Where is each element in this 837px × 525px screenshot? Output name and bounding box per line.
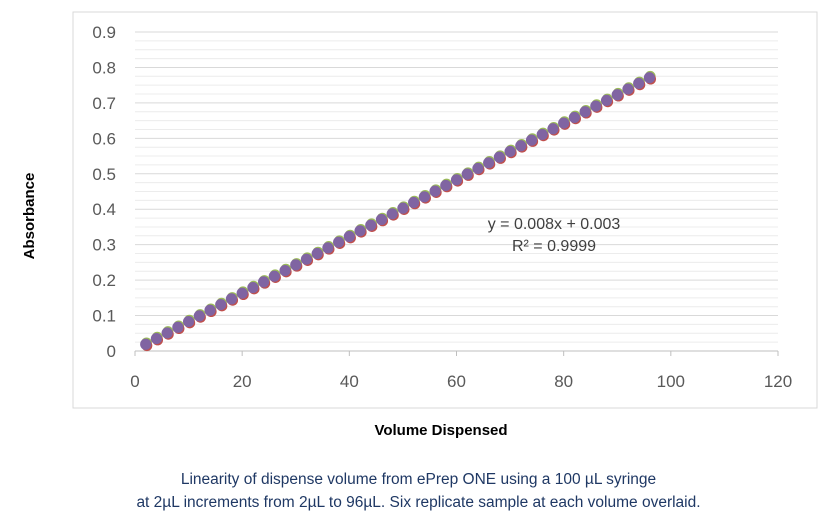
r-squared-annotation: R² = 0.9999 bbox=[512, 238, 596, 255]
data-point bbox=[365, 219, 377, 231]
caption-line-1: Linearity of dispense volume from ePrep … bbox=[180, 471, 657, 488]
x-tick-label: 60 bbox=[447, 372, 466, 391]
chart-area-border bbox=[72, 11, 818, 409]
y-tick-label: 0.2 bbox=[92, 271, 116, 290]
x-tick-label: 0 bbox=[130, 372, 139, 391]
data-point bbox=[600, 94, 613, 107]
data-point bbox=[193, 310, 205, 322]
data-point bbox=[397, 202, 409, 214]
x-tick-label: 100 bbox=[657, 372, 685, 391]
data-point bbox=[343, 230, 355, 243]
data-point bbox=[140, 338, 152, 350]
axes bbox=[134, 350, 779, 356]
x-tick-label: 120 bbox=[764, 372, 792, 391]
data-point bbox=[547, 123, 559, 135]
data-point bbox=[429, 185, 441, 197]
x-tick-label: 20 bbox=[233, 372, 252, 391]
data-point bbox=[558, 117, 570, 129]
data-point bbox=[354, 225, 366, 237]
y-tick-label: 0.8 bbox=[92, 58, 116, 77]
data-point bbox=[225, 293, 238, 305]
data-points bbox=[140, 70, 656, 352]
data-point bbox=[322, 242, 334, 254]
data-point bbox=[568, 111, 580, 124]
caption-line-2: at 2µL increments from 2µL to 96µL. Six … bbox=[136, 494, 701, 511]
data-point bbox=[311, 247, 323, 260]
data-point bbox=[504, 145, 516, 158]
data-point bbox=[579, 106, 591, 118]
data-point bbox=[408, 196, 420, 209]
data-point bbox=[590, 100, 602, 112]
data-point bbox=[204, 304, 216, 316]
data-point bbox=[461, 168, 473, 180]
y-tick-label: 0 bbox=[107, 342, 116, 361]
data-point bbox=[472, 162, 484, 175]
data-point bbox=[633, 77, 645, 89]
data-point bbox=[440, 179, 452, 192]
data-point bbox=[450, 174, 463, 186]
data-point bbox=[622, 83, 634, 95]
y-axis-title: Absorbance bbox=[21, 173, 38, 260]
data-point bbox=[172, 321, 184, 333]
data-point bbox=[247, 281, 259, 294]
data-point bbox=[182, 315, 195, 328]
data-point bbox=[279, 264, 291, 277]
x-tick-label: 40 bbox=[340, 372, 359, 391]
data-point bbox=[536, 128, 548, 141]
data-point bbox=[333, 236, 345, 248]
equation-annotation: y = 0.008x + 0.003 bbox=[488, 216, 621, 233]
y-tick-label: 0.3 bbox=[92, 236, 116, 255]
y-tick-label: 0.4 bbox=[92, 200, 116, 219]
data-point bbox=[483, 157, 495, 169]
data-point bbox=[290, 259, 302, 271]
y-tick-label: 0.7 bbox=[92, 94, 116, 113]
data-point bbox=[515, 140, 527, 152]
data-point bbox=[236, 287, 248, 299]
data-point bbox=[215, 298, 227, 311]
data-point bbox=[418, 191, 430, 203]
y-tick-label: 0.1 bbox=[92, 307, 116, 326]
x-axis-title: Volume Dispensed bbox=[374, 422, 507, 439]
data-point bbox=[258, 276, 270, 288]
data-point bbox=[643, 72, 656, 84]
data-point bbox=[268, 270, 280, 282]
y-tick-label: 0.9 bbox=[92, 23, 116, 42]
data-point bbox=[375, 213, 388, 226]
y-tick-label: 0.5 bbox=[92, 165, 116, 184]
data-point bbox=[525, 134, 538, 146]
data-point bbox=[493, 151, 505, 163]
data-point bbox=[611, 89, 623, 101]
data-point bbox=[386, 208, 398, 220]
x-tick-label: 80 bbox=[554, 372, 573, 391]
data-point bbox=[300, 253, 313, 265]
y-tick-label: 0.6 bbox=[92, 129, 116, 148]
data-point bbox=[161, 327, 173, 339]
tick-labels: 0 20 40 60 80 100 120 0 0.1 0.2 0.3 0.4 0.5 0.6 0.7 0.8… bbox=[92, 23, 792, 391]
data-point bbox=[150, 332, 163, 345]
